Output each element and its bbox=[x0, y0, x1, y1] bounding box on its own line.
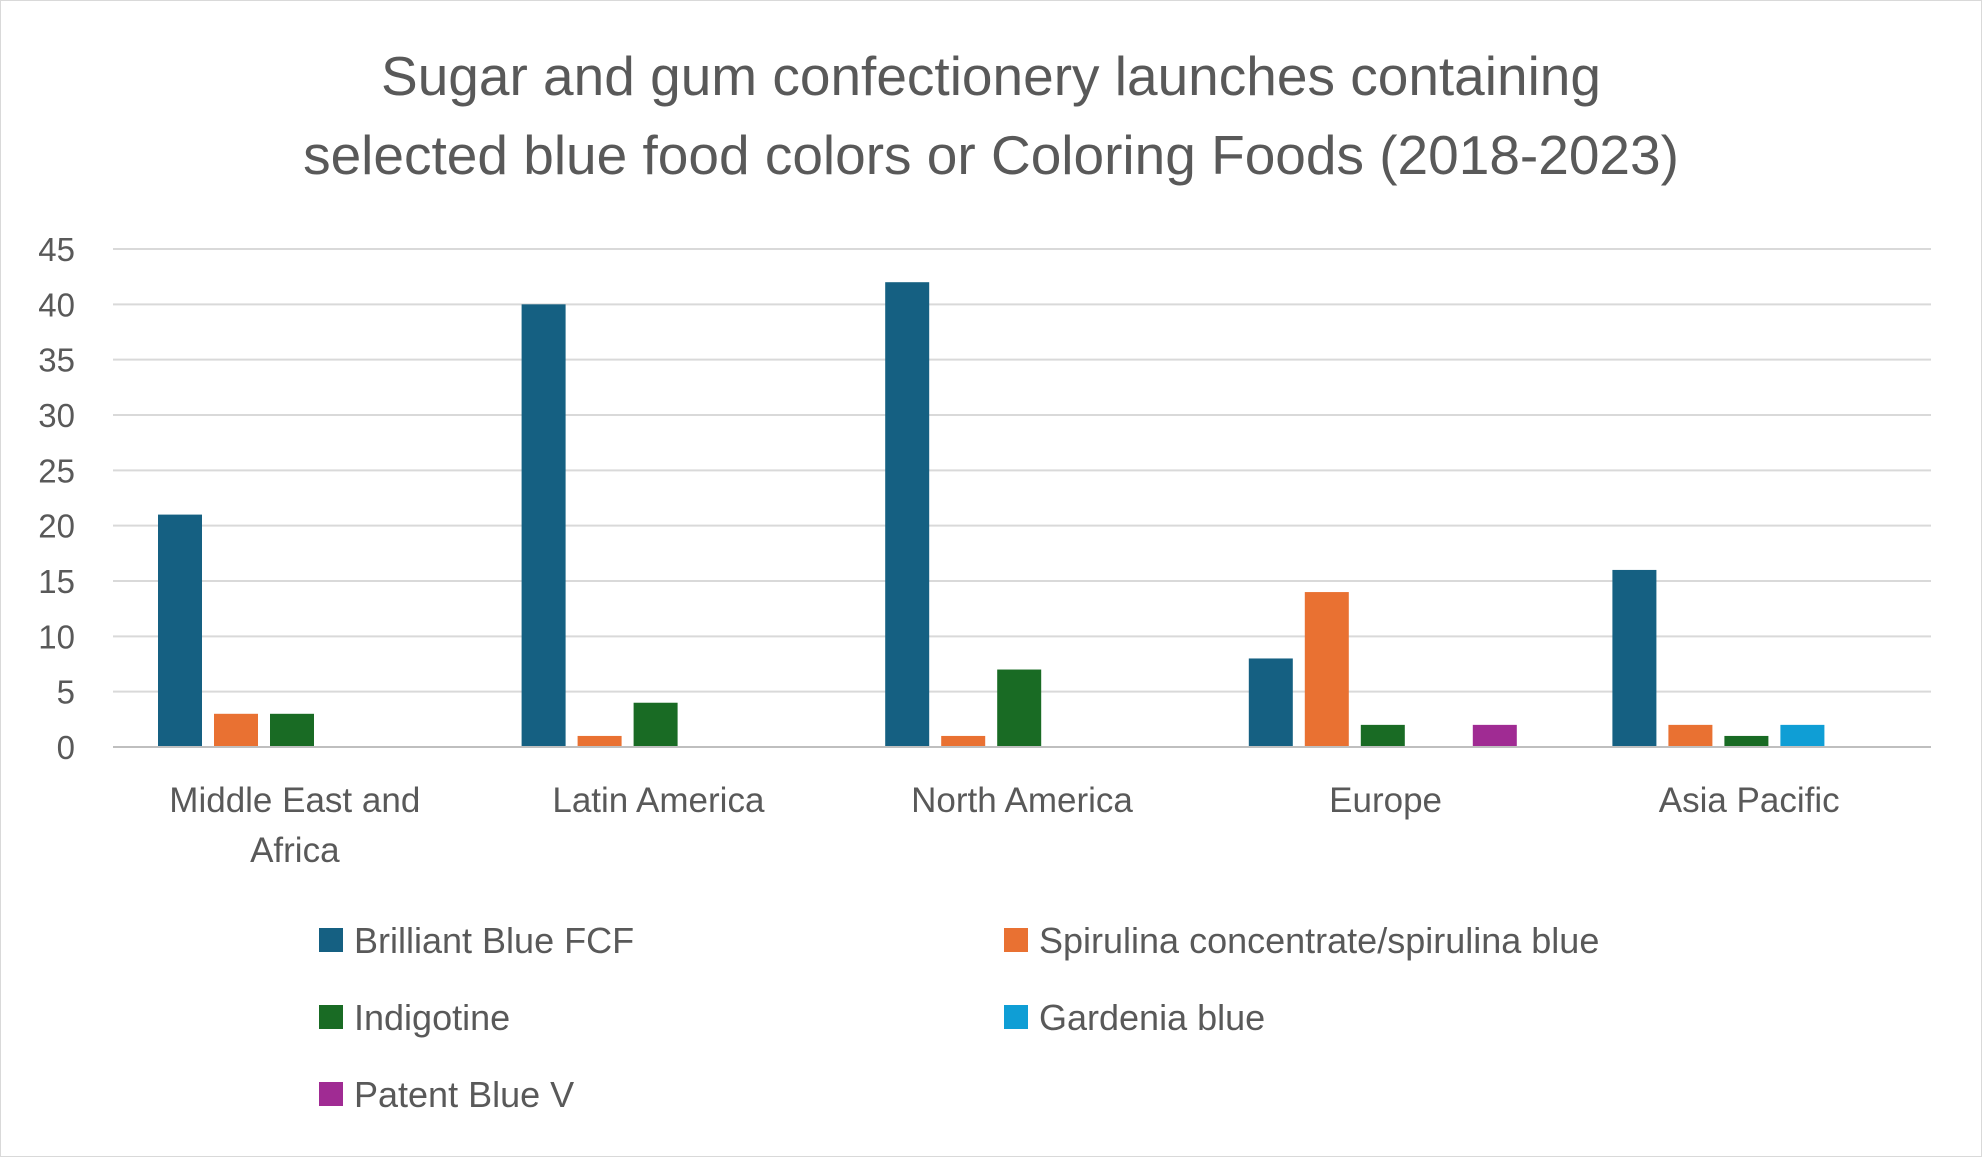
y-tick-label-15: 15 bbox=[38, 563, 75, 600]
category-label-1-0: Latin America bbox=[552, 781, 765, 820]
bar-1-1 bbox=[577, 735, 622, 747]
y-tick-label-20: 20 bbox=[38, 508, 75, 545]
y-tick-label-35: 35 bbox=[38, 342, 75, 379]
bar-4-2 bbox=[1724, 735, 1769, 747]
bar-4-3 bbox=[1780, 724, 1825, 747]
bar-0-1 bbox=[214, 713, 258, 747]
category-label-4-0: Asia Pacific bbox=[1659, 781, 1840, 820]
bar-3-1 bbox=[1304, 592, 1349, 747]
chart-title-line-2: selected blue food colors or Coloring Fo… bbox=[303, 124, 1679, 186]
bar-3-4 bbox=[1472, 724, 1517, 747]
category-label-0-0: Middle East and bbox=[169, 781, 420, 820]
y-tick-label-5: 5 bbox=[57, 674, 75, 711]
chart-title-line-1: Sugar and gum confectionery launches con… bbox=[381, 45, 1601, 107]
category-label-3-0: Europe bbox=[1329, 781, 1442, 820]
category-label-2-0: North America bbox=[911, 781, 1133, 820]
bar-1-2 bbox=[633, 702, 678, 747]
legend: Brilliant Blue FCF Spirulina concentrate/… bbox=[319, 920, 1599, 1115]
y-axis-tick-labels: 0 5 10 15 20 25 30 35 40 45 bbox=[38, 231, 75, 766]
y-tick-label-30: 30 bbox=[38, 397, 75, 434]
bar-4-1 bbox=[1668, 724, 1713, 747]
legend-label-4: Patent Blue V bbox=[354, 1074, 574, 1115]
bar-1-0 bbox=[521, 304, 566, 747]
legend-swatch-4 bbox=[319, 1082, 343, 1106]
legend-label-1: Spirulina concentrate/spirulina blue bbox=[1039, 920, 1599, 961]
legend-swatch-1 bbox=[1004, 928, 1028, 952]
bar-0-2 bbox=[270, 713, 314, 747]
bar-0-0 bbox=[158, 514, 202, 747]
bar-2-1 bbox=[941, 735, 986, 747]
bar-2-0 bbox=[885, 282, 930, 747]
bar-4-0 bbox=[1612, 569, 1657, 747]
y-tick-label-10: 10 bbox=[38, 618, 75, 655]
legend-swatch-2 bbox=[319, 1005, 343, 1029]
legend-label-2: Indigotine bbox=[354, 997, 510, 1038]
gridlines bbox=[113, 248, 1931, 693]
bar-2-2 bbox=[997, 669, 1042, 747]
bar-3-0 bbox=[1248, 658, 1293, 747]
y-tick-label-0: 0 bbox=[57, 729, 75, 766]
y-tick-label-40: 40 bbox=[38, 286, 75, 323]
legend-swatch-0 bbox=[319, 928, 343, 952]
legend-swatch-3 bbox=[1004, 1005, 1028, 1029]
bar-3-2 bbox=[1360, 724, 1405, 747]
bars bbox=[158, 282, 1825, 747]
legend-label-3: Gardenia blue bbox=[1039, 997, 1265, 1038]
y-tick-label-25: 25 bbox=[38, 452, 75, 489]
legend-label-0: Brilliant Blue FCF bbox=[354, 920, 634, 961]
y-tick-label-45: 45 bbox=[38, 231, 75, 268]
category-label-0-1: Africa bbox=[250, 831, 340, 870]
x-axis-category-labels: Middle East and Africa Latin America North … bbox=[169, 781, 1839, 870]
